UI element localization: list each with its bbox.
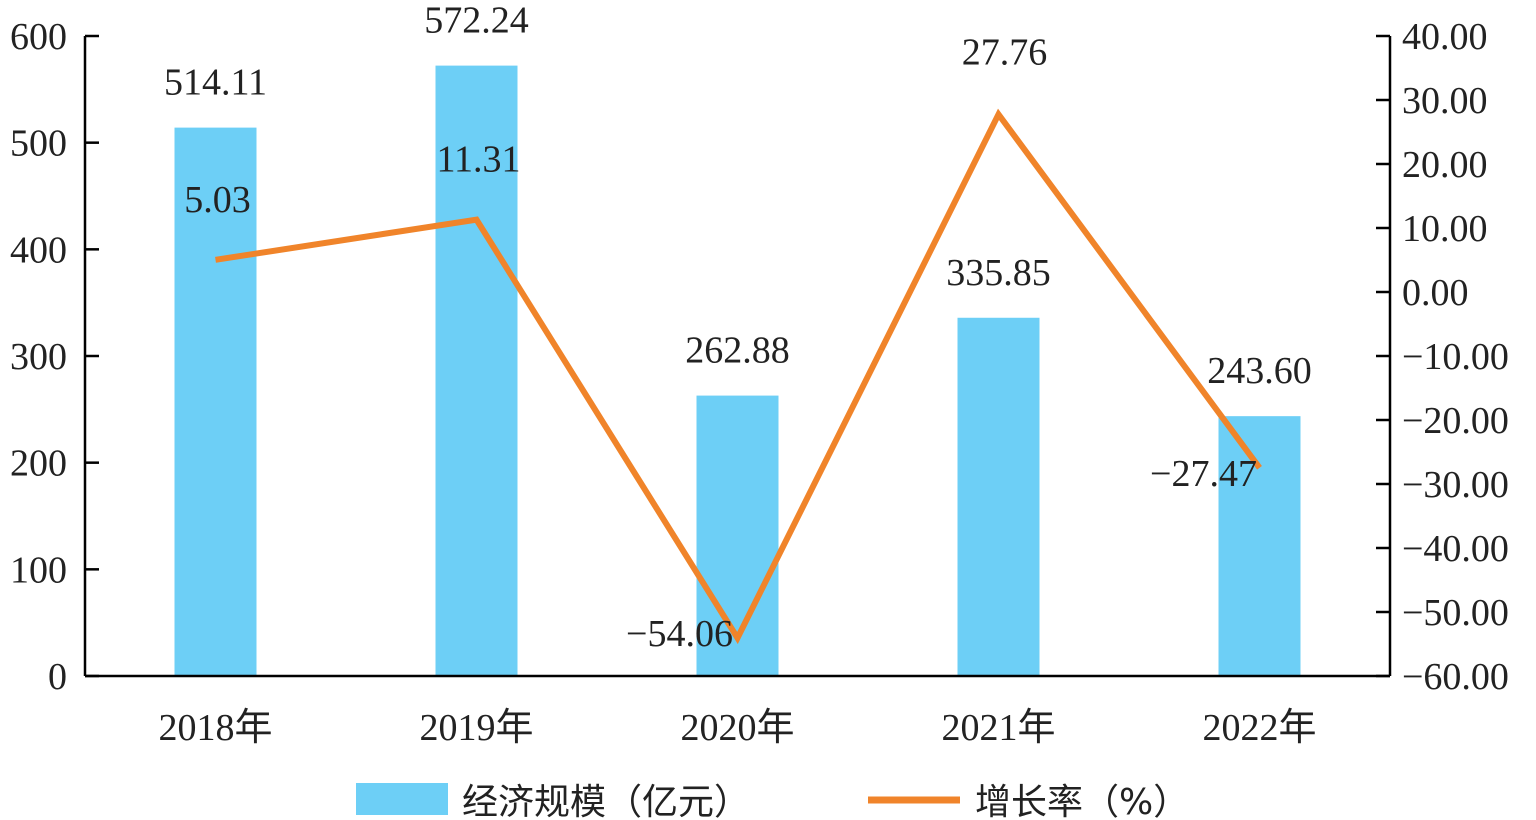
x-tick-label-0: 2018年 <box>158 707 272 749</box>
bar-1 <box>435 65 518 677</box>
y-right-tick-label-1: −50.00 <box>1402 592 1509 634</box>
y-right-tick-label-9: 30.00 <box>1402 80 1488 122</box>
y-left-tick-label-5: 500 <box>10 123 67 165</box>
y-right-tick-label-3: −30.00 <box>1402 464 1509 506</box>
y-left-tick-label-1: 100 <box>10 549 67 591</box>
y-right-tick-label-2: −40.00 <box>1402 528 1509 570</box>
legend-label-bar: 经济规模（亿元） <box>462 782 750 820</box>
y-right-tick-label-4: −20.00 <box>1402 400 1509 442</box>
bar-series <box>174 65 1301 677</box>
line-value-label-2: −54.06 <box>626 613 733 655</box>
axes: 0 100 200 300 400 500 600 −60.00 −50.00 −40.00 −30… <box>10 16 1509 749</box>
bar-4 <box>1218 416 1301 676</box>
bar-value-label-4: 243.60 <box>1207 350 1312 392</box>
x-tick-label-2: 2020年 <box>680 707 794 749</box>
y-left-tick-label-4: 400 <box>10 229 67 271</box>
legend-label-line: 增长率（%） <box>975 782 1189 820</box>
y-right-tick-label-6: 0.00 <box>1402 272 1469 314</box>
bar-0 <box>174 127 257 677</box>
y-right-tick-label-5: −10.00 <box>1402 336 1509 378</box>
legend-swatch-bar <box>356 783 448 815</box>
bar-value-label-0: 514.11 <box>164 62 267 104</box>
y-left-tick-label-2: 200 <box>10 443 67 485</box>
x-tick-label-4: 2022年 <box>1202 707 1316 749</box>
line-value-label-4: −27.47 <box>1150 453 1257 495</box>
y-right-tick-label-8: 20.00 <box>1402 144 1488 186</box>
y-right-tick-label-0: −60.00 <box>1402 656 1509 698</box>
line-value-label-1: 11.31 <box>436 139 520 181</box>
x-tick-label-1: 2019年 <box>419 707 533 749</box>
bar-value-label-1: 572.24 <box>424 0 529 42</box>
legend: 经济规模（亿元） 增长率（%） <box>356 782 1189 820</box>
line-series <box>215 108 1262 645</box>
y-right-tick-label-10: 40.00 <box>1402 16 1488 58</box>
bar-value-label-3: 335.85 <box>946 252 1051 294</box>
line-value-label-0: 5.03 <box>184 179 251 221</box>
y-left-tick-label-3: 300 <box>10 336 67 378</box>
y-left-tick-label-0: 0 <box>48 656 67 698</box>
y-right-tick-label-7: 10.00 <box>1402 208 1488 250</box>
line-value-label-3: 27.76 <box>962 31 1048 73</box>
bar-3 <box>957 317 1040 676</box>
data-labels: 514.11 572.24 262.88 335.85 243.60 5.03 11.31 −… <box>164 0 1312 655</box>
y-left-tick-label-6: 600 <box>10 16 67 58</box>
x-tick-label-3: 2021年 <box>941 707 1055 749</box>
bar-value-label-2: 262.88 <box>685 330 790 372</box>
bar-2 <box>696 395 779 676</box>
